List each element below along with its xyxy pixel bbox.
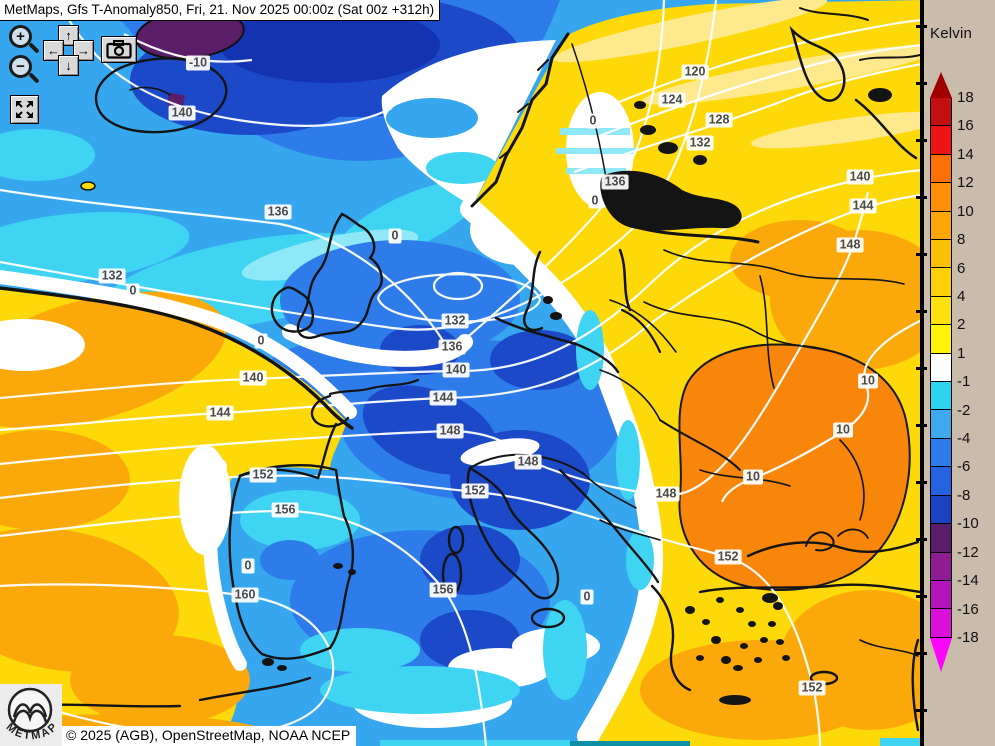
legend-tick-label: 16 (957, 117, 974, 135)
map-edge-tick (916, 652, 927, 655)
legend-segment (930, 268, 952, 297)
legend-tick-label: 6 (957, 259, 966, 277)
pan-down-button[interactable]: ↓ (58, 55, 79, 76)
metmaps-logo-icon: METMAPS (0, 684, 59, 742)
legend-tick-label: -4 (957, 430, 971, 448)
map-edge-tick (916, 709, 927, 712)
map-edge-tick (916, 139, 927, 142)
legend-tick-label: 18 (957, 89, 974, 106)
lakes-islands (262, 88, 892, 705)
legend-tick-label: 1 (957, 344, 966, 362)
fullscreen-icon (16, 101, 33, 118)
legend-tick-label: -16 (957, 600, 979, 618)
title-bar: MetMaps, Gfs T-Anomaly850, Fri, 21. Nov … (0, 0, 441, 21)
weather-map-svg (0, 0, 922, 746)
pan-left-button[interactable]: ← (43, 40, 64, 61)
legend-tick-label: -14 (957, 572, 979, 590)
map-edge-tick (916, 196, 927, 199)
screenshot-button[interactable] (101, 36, 137, 63)
map-edge-tick (916, 538, 927, 541)
map-edge-tick (916, 424, 927, 427)
zoom-in-button[interactable]: + (9, 25, 32, 48)
camera-icon (106, 40, 132, 59)
map-edge-tick (916, 25, 927, 28)
arrow-up-icon: ↑ (65, 28, 72, 43)
legend-colorbar (930, 72, 952, 672)
legend-segment (930, 183, 952, 212)
legend-segment (930, 382, 952, 411)
legend-segment (930, 552, 952, 581)
legend-tick-label: 2 (957, 316, 966, 334)
legend-segment (930, 211, 952, 241)
legend-segment (930, 410, 952, 439)
legend-title: Kelvin (930, 25, 973, 42)
map-edge-tick (916, 595, 927, 598)
legend-segment (930, 609, 952, 638)
map-edge-tick (916, 310, 927, 313)
legend-segment (930, 240, 952, 269)
legend-segment (930, 524, 952, 553)
legend-tick-label: 8 (957, 231, 966, 249)
map-edge-tick (916, 253, 927, 256)
map-canvas[interactable] (0, 0, 922, 746)
map-title: MetMaps, Gfs T-Anomaly850, Fri, 21. Nov … (4, 2, 435, 17)
legend-tick-label: -12 (957, 543, 979, 561)
attribution-text: © 2025 (AGB), OpenStreetMap, NOAA NCEP (66, 727, 351, 743)
legend-segment (930, 495, 952, 525)
legend-segment (930, 325, 952, 354)
legend-tick-label: -6 (957, 458, 971, 476)
legend-segment (930, 467, 952, 496)
legend-segment (930, 353, 952, 383)
arrow-right-icon: → (77, 43, 90, 58)
legend-segment (930, 296, 952, 326)
legend-segment (930, 438, 952, 468)
fullscreen-button[interactable] (10, 95, 39, 124)
island-faroe-blob (80, 181, 96, 191)
legend-segment (930, 98, 952, 127)
arrow-down-icon: ↓ (65, 58, 72, 73)
metmaps-logo[interactable]: METMAPS (0, 684, 62, 746)
map-edge-tick (916, 367, 927, 370)
legend-segment (930, 126, 952, 155)
legend-tick-label: -18 (957, 629, 979, 646)
legend-tick-label: -2 (957, 401, 971, 419)
legend-tick-label: -1 (957, 373, 971, 391)
arrow-left-icon: ← (47, 43, 60, 58)
legend-tick-label: 14 (957, 145, 974, 163)
legend-segment (930, 580, 952, 610)
map-edge-tick (916, 481, 927, 484)
legend-tick-label: -8 (957, 486, 971, 504)
attribution-bar: © 2025 (AGB), OpenStreetMap, NOAA NCEP (62, 726, 357, 746)
plus-icon: + (16, 28, 25, 45)
legend-tick-label: 4 (957, 287, 966, 305)
zoom-out-button[interactable]: − (9, 55, 32, 78)
legend-tick-label: -10 (957, 515, 979, 533)
legend-segment (930, 154, 952, 184)
legend-tick-label: 12 (957, 174, 974, 192)
map-edge-tick (916, 82, 927, 85)
minus-icon: − (16, 58, 25, 75)
legend-tick-label: 10 (957, 202, 974, 220)
